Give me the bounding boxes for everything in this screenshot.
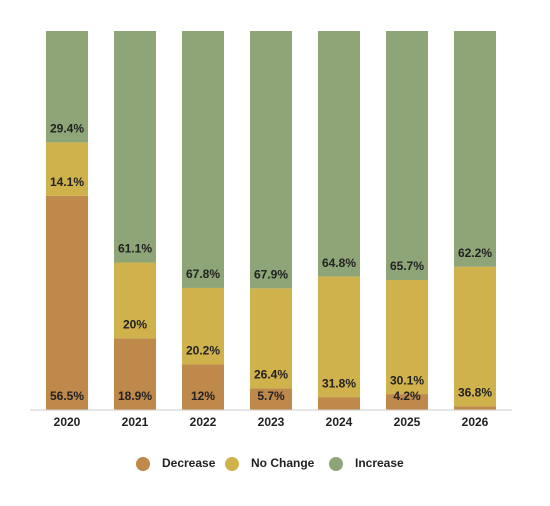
data-label: 62.2% <box>458 246 492 260</box>
bar-segment <box>114 31 156 263</box>
data-label: 4.2% <box>393 389 421 403</box>
bar-segment <box>250 31 292 289</box>
data-label: 20% <box>123 318 147 332</box>
data-label: 29.4% <box>50 122 84 136</box>
bar-segment <box>454 406 496 410</box>
bar-segment <box>318 31 360 277</box>
data-label: 56.5% <box>50 389 84 403</box>
data-label: 31.8% <box>322 376 356 390</box>
data-label: 30.1% <box>390 373 424 387</box>
data-label: 64.8% <box>322 256 356 270</box>
legend-marker <box>136 457 150 471</box>
data-label: 61.1% <box>118 242 152 256</box>
legend-marker <box>225 457 239 471</box>
x-tick-label: 2024 <box>326 415 353 429</box>
data-label: 18.9% <box>118 389 152 403</box>
bar-segment <box>182 364 224 410</box>
bar-segment <box>318 276 360 398</box>
legend-marker <box>329 457 343 471</box>
bar-segment <box>46 31 88 143</box>
bar-segment <box>386 31 428 281</box>
data-label: 67.9% <box>254 268 288 282</box>
bar-segment <box>182 31 224 288</box>
bar-segment <box>114 262 156 339</box>
bar-segment <box>454 266 496 407</box>
data-label: 5.7% <box>257 389 285 403</box>
data-label: 65.7% <box>390 259 424 273</box>
legend-label: No Change <box>251 456 315 470</box>
data-label: 26.4% <box>254 368 288 382</box>
x-tick-label: 2023 <box>258 415 285 429</box>
data-label: 14.1% <box>50 175 84 189</box>
bar-segment <box>250 388 292 410</box>
bar-segment <box>46 195 88 410</box>
data-label: 12% <box>191 389 215 403</box>
legend-label: Decrease <box>162 456 216 470</box>
data-label: 20.2% <box>186 344 220 358</box>
bar-segment <box>318 397 360 410</box>
bar-segment <box>386 280 428 395</box>
bar-segment <box>454 31 496 267</box>
legend-label: Increase <box>355 456 404 470</box>
bar-segment <box>386 394 428 410</box>
bar-segment <box>250 288 292 389</box>
data-label: 36.8% <box>458 385 492 399</box>
x-tick-label: 2025 <box>394 415 421 429</box>
bar-segment <box>182 287 224 365</box>
x-tick-label: 2021 <box>122 415 149 429</box>
x-tick-label: 2020 <box>54 415 81 429</box>
bar-segment <box>114 338 156 410</box>
x-tick-label: 2022 <box>190 415 217 429</box>
x-tick-label: 2026 <box>462 415 489 429</box>
data-label: 67.8% <box>186 267 220 281</box>
bar-segment <box>46 142 88 196</box>
